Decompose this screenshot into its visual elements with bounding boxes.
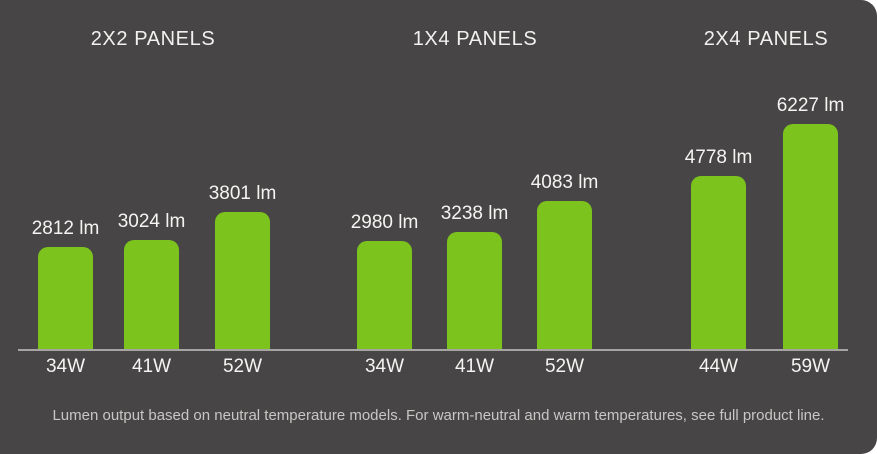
bar-category-label: 34W <box>45 356 86 377</box>
bar <box>124 240 179 349</box>
bar <box>691 176 746 349</box>
bar-category-label: 34W <box>364 356 405 377</box>
bar-value-label: 3024 lm <box>117 211 186 232</box>
bar-category-label: 44W <box>698 356 739 377</box>
bar-value-label: 2812 lm <box>31 218 100 239</box>
bar <box>783 124 838 349</box>
footnote: Lumen output based on neutral temperatur… <box>52 407 825 424</box>
bar-category-label: 41W <box>131 356 172 377</box>
group-header: 2X2 PANELS <box>90 28 216 50</box>
bar-value-label: 4778 lm <box>684 147 753 168</box>
bar-category-label: 59W <box>790 356 831 377</box>
bar-category-label: 41W <box>454 356 495 377</box>
bar-value-label: 3238 lm <box>440 203 509 224</box>
bar <box>38 247 93 349</box>
bar-category-label: 52W <box>544 356 585 377</box>
bar <box>447 232 502 349</box>
x-axis-line <box>18 349 848 351</box>
bar-value-label: 6227 lm <box>776 95 845 116</box>
bar <box>357 241 412 349</box>
bar-value-label: 2980 lm <box>350 212 419 233</box>
bar-value-label: 4083 lm <box>530 172 599 193</box>
bar-value-label: 3801 lm <box>208 183 277 204</box>
group-header: 2X4 PANELS <box>703 28 829 50</box>
bar-category-label: 52W <box>222 356 263 377</box>
group-header: 1X4 PANELS <box>412 28 538 50</box>
bar <box>215 212 270 349</box>
bar <box>537 201 592 349</box>
